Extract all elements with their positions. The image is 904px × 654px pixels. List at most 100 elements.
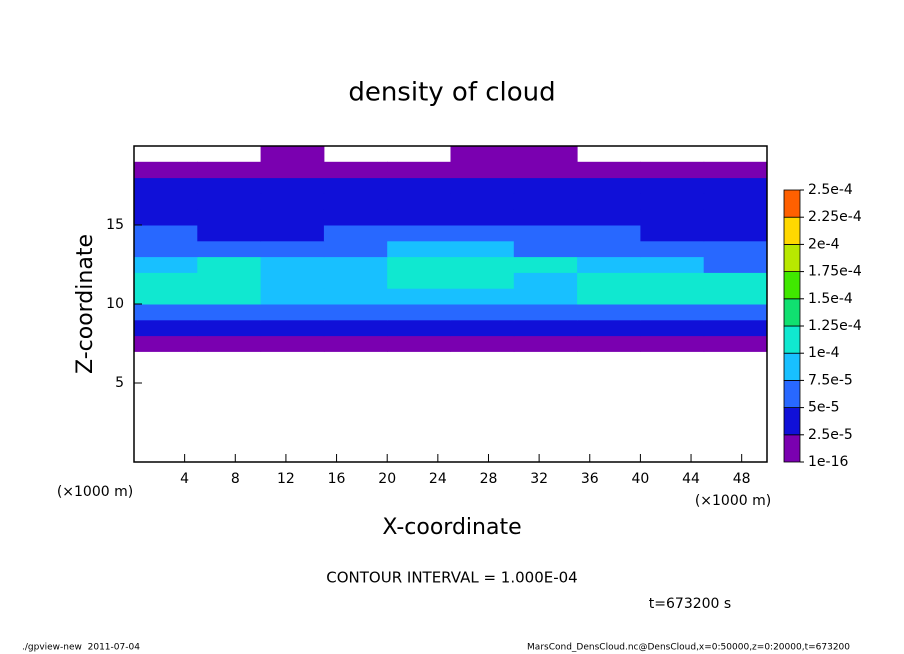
heat-cell: [260, 161, 325, 179]
heat-cell: [197, 209, 262, 226]
heat-cell: [640, 193, 705, 210]
heat-cell: [577, 177, 641, 194]
heat-cell: [134, 225, 198, 242]
heat-cell: [450, 335, 515, 352]
x-tick-label: 36: [581, 471, 599, 487]
heat-cell: [513, 319, 578, 337]
x-axis-label: X-coordinate: [382, 515, 521, 540]
heat-cell: [450, 161, 515, 179]
heat-cell: [260, 288, 325, 305]
heat-cell: [577, 288, 641, 305]
time-note: t=673200 s: [649, 596, 731, 612]
heat-cell: [134, 319, 198, 337]
heat-cell: [703, 240, 768, 258]
heat-cell: [640, 335, 705, 352]
heat-cell: [640, 161, 705, 179]
heat-cell: [134, 161, 198, 179]
heat-cell: [323, 272, 388, 289]
heat-cell: [387, 304, 451, 321]
heat-cell: [640, 288, 705, 305]
heat-cell: [134, 193, 198, 210]
heat-cell: [450, 209, 515, 226]
y-tick-label: 15: [106, 217, 124, 233]
heat-cell: [387, 272, 451, 289]
x-tick-label: 4: [180, 471, 189, 487]
heat-cell: [387, 335, 451, 352]
colorbar-label: 2e-4: [808, 236, 840, 252]
heat-cell: [577, 209, 641, 226]
colorbar-label: 1e-16: [808, 454, 848, 470]
heat-cell: [387, 240, 451, 258]
heat-cell: [703, 209, 768, 226]
colorbar-box: [783, 352, 801, 381]
heat-cell: [640, 256, 705, 273]
heat-cell: [260, 193, 325, 210]
heat-cell: [197, 177, 262, 194]
x-tick-label: 16: [328, 471, 346, 487]
heat-cell: [134, 335, 198, 352]
colorbar-box: [783, 407, 801, 436]
colorbar-box: [783, 434, 801, 463]
heat-cell: [323, 209, 388, 226]
x-tick-label: 24: [429, 471, 447, 487]
x-tick-label: 8: [231, 471, 240, 487]
heat-cell: [260, 272, 325, 289]
heat-cell: [387, 193, 451, 210]
heat-cell: [450, 146, 515, 163]
heat-cell: [577, 319, 641, 337]
heat-cell: [513, 335, 578, 352]
heat-cell: [513, 225, 578, 242]
heat-cell: [260, 304, 325, 321]
heat-cell: [387, 209, 451, 226]
x-tick-label: 20: [378, 471, 396, 487]
heat-cell: [197, 335, 262, 352]
heat-cell: [450, 193, 515, 210]
heat-cell: [577, 272, 641, 289]
heat-cell: [387, 319, 451, 337]
heat-cell: [703, 256, 768, 273]
heat-cell: [513, 240, 578, 258]
heat-cell: [577, 240, 641, 258]
heat-cell: [703, 225, 768, 242]
heat-cell: [703, 177, 768, 194]
heat-cell: [513, 161, 578, 179]
heat-cell: [513, 209, 578, 226]
heat-cell: [260, 225, 325, 242]
heat-cell: [323, 161, 388, 179]
x-unit-label: (×1000 m): [695, 493, 771, 509]
heat-cell: [450, 225, 515, 242]
heat-cell: [640, 225, 705, 242]
heat-cell: [134, 209, 198, 226]
heat-cell: [703, 319, 768, 337]
heat-cell: [323, 319, 388, 337]
heat-cell: [577, 335, 641, 352]
heat-cell: [703, 288, 768, 305]
heat-cell: [513, 177, 578, 194]
heat-cell: [387, 225, 451, 242]
heat-cell: [577, 256, 641, 273]
heat-cell: [703, 161, 768, 179]
heat-cell: [703, 272, 768, 289]
heat-cell: [134, 240, 198, 258]
heat-cell: [703, 335, 768, 352]
heat-cell: [513, 193, 578, 210]
heat-cell: [323, 240, 388, 258]
heat-cell: [323, 288, 388, 305]
heat-cell: [513, 146, 578, 163]
heat-cell: [387, 161, 451, 179]
heat-cell: [450, 240, 515, 258]
heat-cell: [197, 225, 262, 242]
x-tick-label: 12: [277, 471, 295, 487]
heat-cell: [577, 225, 641, 242]
heat-cell: [197, 161, 262, 179]
heat-cell: [260, 335, 325, 352]
colorbar-label: 2.5e-5: [808, 427, 853, 443]
heat-cell: [387, 288, 451, 305]
y-tick-label: 5: [115, 375, 124, 391]
colorbar-box: [783, 298, 801, 327]
heat-cell: [640, 272, 705, 289]
y-unit-label: (×1000 m): [57, 484, 133, 500]
x-tick-label: 40: [631, 471, 649, 487]
colorbar-box: [783, 379, 801, 408]
